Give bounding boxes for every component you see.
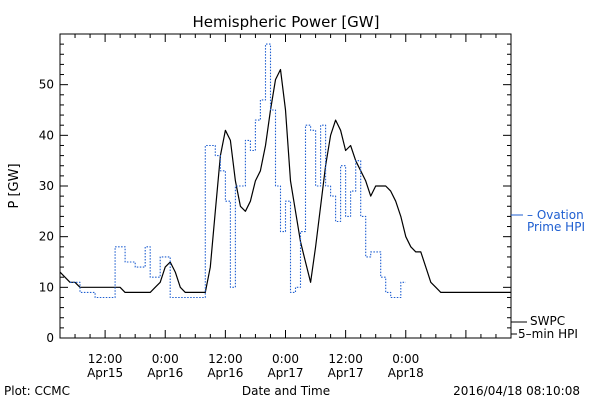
y-tick-layer: 0 10 20 30 40 50 bbox=[39, 43, 511, 345]
legend-ovation-line2: Prime HPI bbox=[527, 220, 585, 234]
legend-swpc-line2: 5–min HPI bbox=[518, 327, 578, 341]
plot-frame bbox=[59, 33, 512, 339]
x-tick-label-date: Apr16 bbox=[207, 366, 243, 380]
legend-ovation-line1: – Ovation bbox=[527, 208, 584, 222]
x-tick-label-time: 0:00 bbox=[272, 352, 299, 366]
x-tick-label-time: 12:00 bbox=[328, 352, 363, 366]
series-line-ovation bbox=[70, 43, 406, 299]
y-tick-label: 30 bbox=[39, 179, 54, 193]
legend: – Ovation Prime HPI SWPC 5–min HPI bbox=[518, 208, 585, 341]
x-tick-label-time: 12:00 bbox=[88, 352, 123, 366]
footer-credit: Plot: CCMC bbox=[4, 384, 70, 398]
y-tick-label: 40 bbox=[39, 128, 54, 142]
x-tick-label-date: Apr17 bbox=[328, 366, 364, 380]
x-tick-label-time: 0:00 bbox=[152, 352, 179, 366]
x-tick-label-date: Apr18 bbox=[388, 366, 424, 380]
x-tick-label-time: 12:00 bbox=[208, 352, 243, 366]
series-line-swpc bbox=[59, 68, 511, 293]
y-tick-label: 10 bbox=[39, 280, 54, 294]
legend-swpc-line1: SWPC bbox=[530, 314, 565, 328]
x-tick-label-date: Apr17 bbox=[267, 366, 303, 380]
y-tick-label: 50 bbox=[39, 78, 54, 92]
y-axis-label: P [GW] bbox=[7, 163, 22, 208]
y-tick-label: 20 bbox=[39, 230, 54, 244]
y-tick-label: 0 bbox=[46, 331, 54, 345]
series-layer bbox=[59, 43, 511, 299]
footer-timestamp: 2016/04/18 08:10:08 bbox=[453, 384, 580, 398]
x-axis-label: Date and Time bbox=[242, 384, 330, 398]
x-tick-label-date: Apr16 bbox=[147, 366, 183, 380]
x-tick-layer: 12:00Apr150:00Apr1612:00Apr160:00Apr1712… bbox=[59, 34, 512, 380]
x-tick-label-date: Apr15 bbox=[87, 366, 123, 380]
x-tick-label-time: 0:00 bbox=[392, 352, 419, 366]
chart-title: Hemispheric Power [GW] bbox=[193, 13, 380, 31]
